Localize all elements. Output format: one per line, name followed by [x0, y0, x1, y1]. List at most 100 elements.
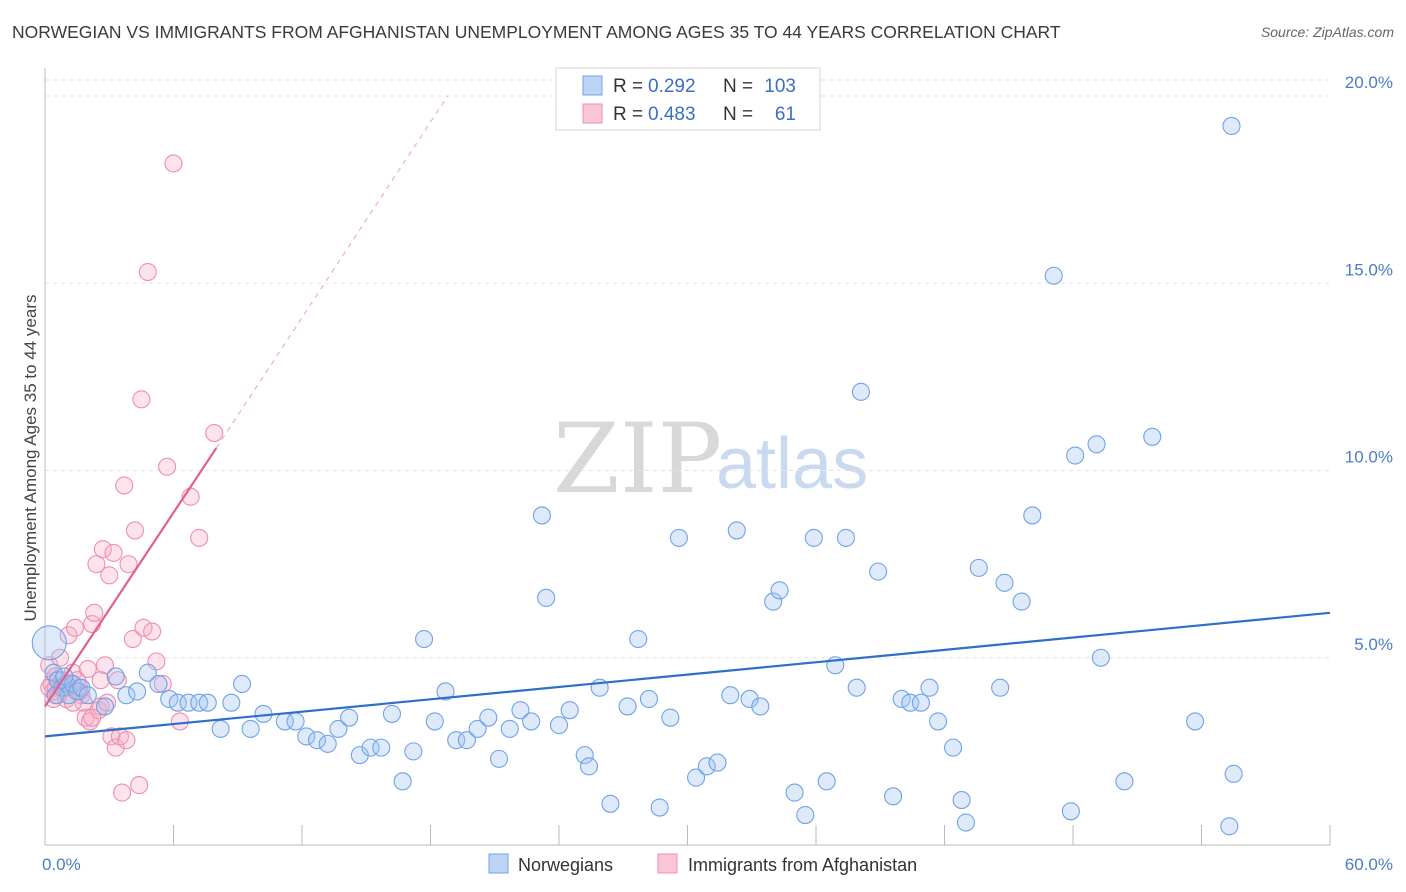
- point-norwegians: [740, 689, 759, 708]
- point-norwegians: [350, 746, 369, 765]
- trend-line-afghanistan-extrapolated: [215, 95, 449, 449]
- legend-r-label: R =: [613, 104, 643, 125]
- legend-r-value-afghanistan: 0.483: [648, 104, 696, 125]
- point-norwegians: [31, 625, 67, 661]
- point-norwegians: [549, 716, 569, 735]
- point-norwegians: [1023, 506, 1042, 525]
- point-norwegians: [168, 693, 187, 712]
- watermark: ZIP atlas: [553, 403, 868, 515]
- point-norwegians: [479, 708, 498, 727]
- point-afghanistan: [134, 618, 153, 637]
- trend-lines: [44, 95, 1331, 738]
- trend-line-norwegians: [44, 611, 1331, 738]
- point-norwegians: [892, 689, 911, 708]
- gridlines: [45, 79, 1330, 659]
- point-afghanistan: [113, 783, 132, 802]
- point-norwegians: [95, 697, 115, 716]
- point-afghanistan: [170, 712, 189, 731]
- point-norwegians: [697, 757, 716, 776]
- y-tick-label: 5.0%: [1354, 635, 1393, 654]
- point-norwegians: [382, 704, 402, 723]
- point-norwegians: [1012, 592, 1031, 611]
- point-norwegians: [532, 506, 551, 525]
- point-norwegians: [1115, 772, 1134, 791]
- point-norwegians: [361, 738, 380, 757]
- point-norwegians: [956, 813, 975, 832]
- point-norwegians: [1224, 764, 1243, 783]
- point-norwegians: [764, 592, 783, 611]
- point-afghanistan: [59, 626, 78, 645]
- legend-r-label: R =: [613, 76, 643, 97]
- point-norwegians: [560, 701, 579, 720]
- point-afghanistan: [119, 555, 138, 574]
- point-norwegians: [447, 731, 466, 750]
- point-norwegians: [307, 731, 327, 750]
- point-norwegians: [149, 674, 168, 694]
- bottom-legend-label-norwegians: Norwegians: [518, 855, 613, 875]
- point-afghanistan: [158, 457, 177, 476]
- point-norwegians: [425, 712, 444, 731]
- point-norwegians: [1091, 648, 1110, 667]
- x-ticks: [44, 825, 1331, 845]
- point-norwegians: [241, 719, 260, 738]
- point-afghanistan: [50, 648, 70, 667]
- legend-n-value-norwegians: 103: [764, 76, 796, 97]
- legend-r-value-norwegians: 0.292: [648, 76, 696, 97]
- point-norwegians: [901, 693, 920, 712]
- trend-line-afghanistan: [44, 447, 218, 708]
- point-norwegians: [1186, 712, 1205, 731]
- point-norwegians: [796, 805, 815, 825]
- point-norwegians: [436, 682, 455, 701]
- point-norwegians: [1061, 802, 1080, 821]
- point-norwegians: [1044, 266, 1063, 285]
- legend-swatch-norwegians: [582, 75, 603, 96]
- point-afghanistan: [123, 629, 142, 649]
- legend-swatch-afghanistan: [582, 103, 603, 124]
- point-norwegians: [575, 746, 594, 765]
- point-norwegians: [650, 798, 669, 817]
- point-norwegians: [468, 719, 487, 738]
- point-norwegians: [727, 521, 746, 540]
- point-norwegians: [500, 719, 519, 738]
- point-norwegians: [404, 742, 423, 761]
- point-afghanistan: [104, 543, 123, 562]
- point-afghanistan: [130, 776, 149, 795]
- point-afghanistan: [138, 262, 157, 282]
- point-norwegians: [785, 783, 804, 802]
- point-norwegians: [318, 734, 337, 753]
- point-norwegians: [179, 693, 198, 712]
- x-tick-label-min: 0.0%: [42, 855, 81, 874]
- point-afghanistan: [106, 738, 125, 757]
- point-afghanistan: [115, 476, 134, 495]
- point-norwegians: [522, 712, 541, 731]
- point-afghanistan: [65, 618, 85, 637]
- point-afghanistan: [125, 521, 144, 540]
- point-afghanistan: [93, 540, 112, 559]
- point-norwegians: [969, 558, 988, 577]
- source-credit: Source: ZipAtlas.com: [1260, 24, 1394, 40]
- correlation-legend: R = 0.292 N = 103 R = 0.483 N = 61: [555, 67, 821, 131]
- point-norwegians: [817, 772, 836, 791]
- point-norwegians: [1087, 435, 1106, 454]
- point-norwegians: [1222, 116, 1241, 136]
- series-afghanistan-points: [40, 154, 224, 802]
- point-norwegians: [1143, 427, 1162, 446]
- point-afghanistan: [117, 731, 136, 750]
- point-afghanistan: [143, 622, 162, 641]
- point-norwegians: [601, 794, 620, 813]
- point-norwegians: [995, 573, 1014, 592]
- point-norwegians: [138, 663, 157, 682]
- bottom-legend-label-afghanistan: Immigrants from Afghanistan: [688, 855, 917, 875]
- point-norwegians: [232, 674, 252, 694]
- point-afghanistan: [132, 390, 151, 409]
- y-axis-title: Unemployment Among Ages 35 to 44 years: [21, 295, 40, 622]
- legend-n-label: N =: [723, 76, 753, 97]
- point-afghanistan: [78, 659, 97, 679]
- point-norwegians: [770, 581, 789, 600]
- point-norwegians: [929, 712, 948, 731]
- legend-n-value-afghanistan: 61: [775, 104, 796, 125]
- point-norwegians: [579, 757, 599, 776]
- point-norwegians: [991, 678, 1010, 697]
- point-afghanistan: [153, 674, 172, 694]
